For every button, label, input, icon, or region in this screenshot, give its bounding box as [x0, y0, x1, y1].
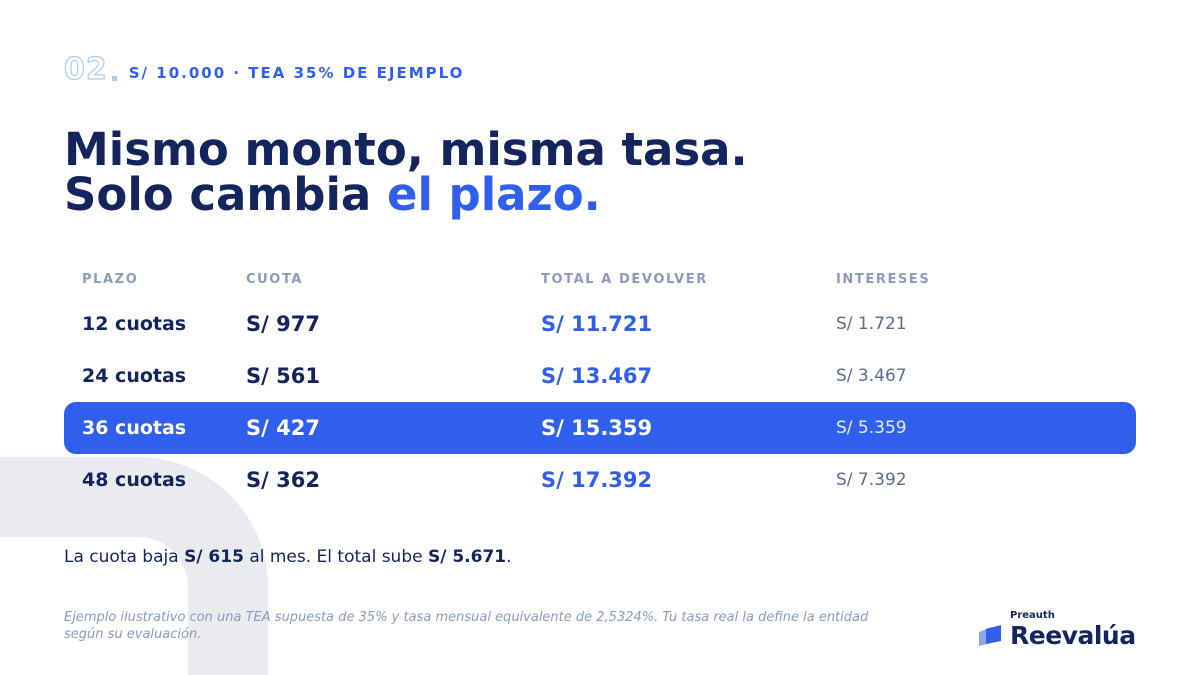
summary-part-1: La cuota baja — [64, 547, 185, 567]
table-row-highlighted: 36 cuotas S/ 427 S/ 15.359 S/ 5.359 — [64, 402, 1136, 454]
section-eyebrow: 02 S/ 10.000 · TEA 35% DE EJEMPLO — [63, 51, 465, 87]
summary-text: La cuota baja S/ 615 al mes. El total su… — [64, 547, 512, 567]
cell-cuota: S/ 561 — [246, 364, 320, 388]
section-number: 02 — [63, 51, 108, 87]
summary-cuota-drop: S/ 615 — [184, 547, 244, 567]
cell-total: S/ 11.721 — [541, 312, 653, 336]
table-row: 48 cuotas S/ 362 S/ 17.392 S/ 7.392 — [64, 454, 1136, 506]
section-label: S/ 10.000 · TEA 35% DE EJEMPLO — [128, 63, 465, 82]
reevalua-logo-icon — [979, 625, 1001, 646]
cell-intereses: S/ 3.467 — [836, 366, 907, 386]
cell-plazo: 48 cuotas — [82, 469, 187, 491]
cell-plazo: 24 cuotas — [82, 365, 187, 387]
brand-name: Reevalúa — [1010, 621, 1136, 650]
cell-intereses: S/ 1.721 — [836, 314, 907, 334]
summary-part-2: al mes. El total sube — [243, 547, 428, 567]
header-intereses: INTERESES — [836, 272, 931, 287]
cell-plazo: 12 cuotas — [82, 313, 187, 335]
table-row: 12 cuotas S/ 977 S/ 11.721 S/ 1.721 — [64, 298, 1136, 350]
cell-cuota: S/ 427 — [246, 416, 320, 440]
table-row: 24 cuotas S/ 561 S/ 13.467 S/ 3.467 — [64, 350, 1136, 402]
section-number-dot — [111, 76, 117, 81]
cell-cuota: S/ 977 — [246, 312, 320, 336]
title-line-2: Solo cambia el plazo. — [64, 172, 748, 217]
title-line-2-plain: Solo cambia — [64, 168, 387, 221]
header-cuota: CUOTA — [246, 272, 304, 287]
cell-plazo: 36 cuotas — [82, 417, 187, 439]
title-line-1: Mismo monto, misma tasa. — [64, 123, 748, 176]
cell-intereses: S/ 7.392 — [836, 470, 907, 490]
cell-total: S/ 17.392 — [541, 468, 653, 492]
loan-term-table: PLAZO CUOTA TOTAL A DEVOLVER INTERESES 1… — [64, 268, 1136, 506]
cell-cuota: S/ 362 — [246, 468, 320, 492]
cell-intereses: S/ 5.359 — [836, 418, 907, 438]
page-title: Mismo monto, misma tasa. Solo cambia el … — [64, 127, 748, 217]
cell-total: S/ 13.467 — [541, 364, 653, 388]
brand-logo-block: Preauth Reevalúa — [977, 610, 1147, 655]
summary-total-rise: S/ 5.671 — [427, 547, 507, 567]
header-plazo: PLAZO — [82, 272, 139, 287]
footnote-disclaimer: Ejemplo ilustrativo con una TEA supuesta… — [64, 610, 869, 642]
title-line-2-accent: el plazo. — [386, 168, 601, 221]
cell-total: S/ 15.359 — [541, 416, 653, 440]
brand-tagline: Preauth — [1010, 610, 1055, 621]
table-header: PLAZO CUOTA TOTAL A DEVOLVER INTERESES — [64, 268, 1136, 290]
header-total: TOTAL A DEVOLVER — [541, 272, 708, 287]
summary-part-3: . — [506, 547, 512, 567]
